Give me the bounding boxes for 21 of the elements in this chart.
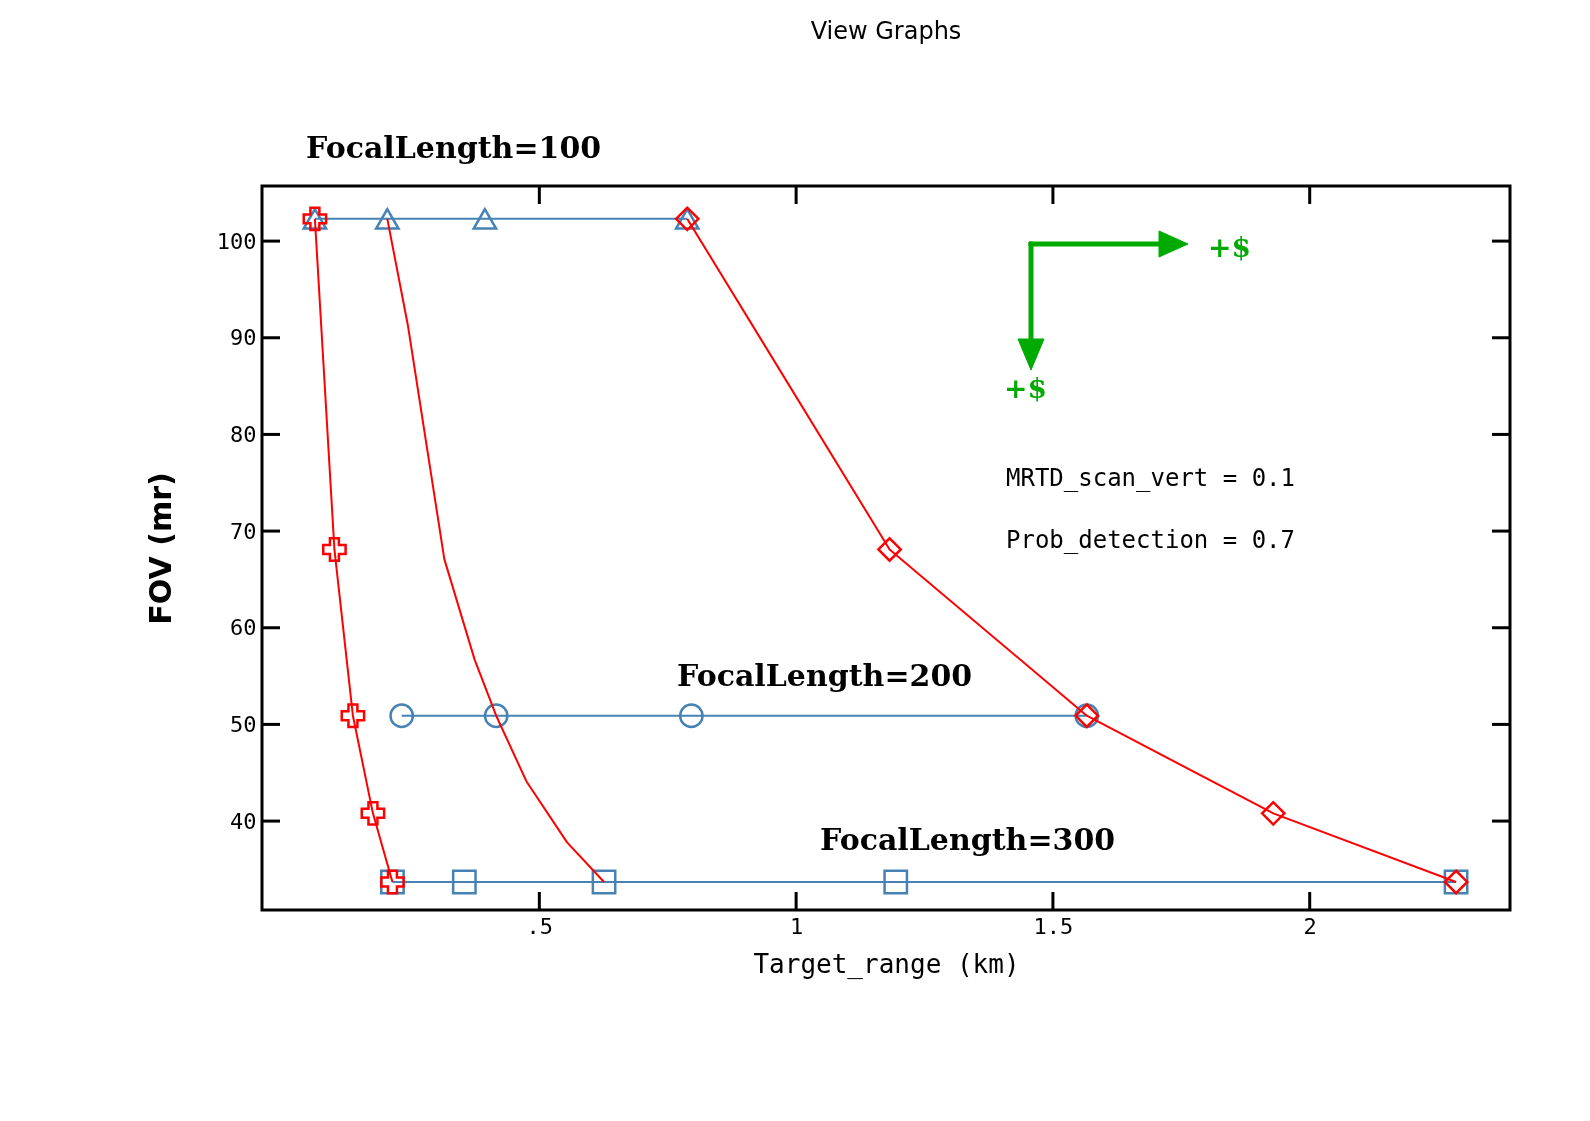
- x-tick-label: .5: [526, 913, 554, 939]
- y-axis-title: FOV (mr): [142, 472, 178, 625]
- annotation: +$: [1004, 372, 1047, 405]
- y-tick-label: 40: [230, 808, 257, 834]
- y-tick-label: 80: [230, 421, 257, 447]
- y-tick-label: 50: [230, 711, 257, 737]
- x-tick-label: 1: [790, 913, 804, 939]
- x-axis-title: Target_range (km): [753, 948, 1020, 980]
- x-tick-label: 1.5: [1033, 913, 1074, 939]
- x-tick-label: 2: [1303, 913, 1317, 939]
- y-tick-label: 70: [230, 518, 257, 544]
- annotation: MRTD_scan_vert = 0.1: [1006, 464, 1295, 492]
- chart-title: View Graphs: [810, 17, 962, 45]
- series-label: FocalLength=200: [677, 658, 973, 693]
- annotation: +$: [1208, 231, 1251, 264]
- y-tick-label: 100: [216, 228, 257, 254]
- y-tick-label: 90: [230, 325, 257, 351]
- annotation: Prob_detection = 0.7: [1006, 526, 1295, 554]
- series-label: FocalLength=100: [306, 130, 602, 165]
- y-tick-label: 60: [230, 615, 257, 641]
- series-label: FocalLength=300: [820, 822, 1116, 857]
